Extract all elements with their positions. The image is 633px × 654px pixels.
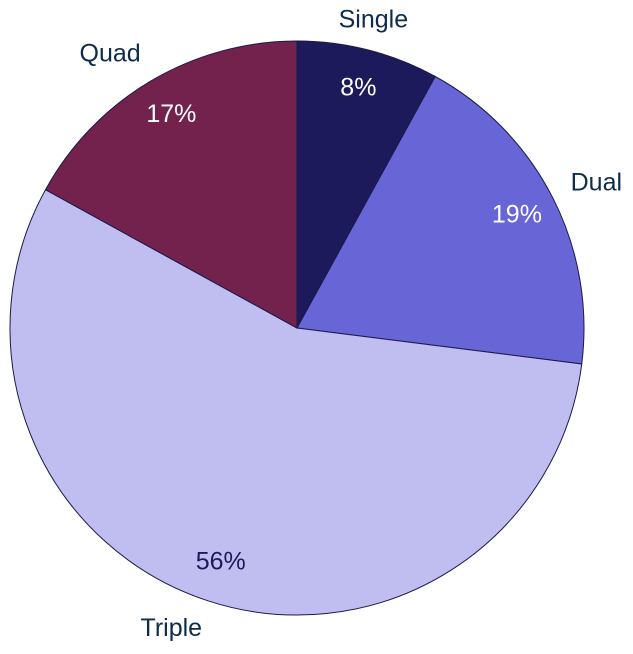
category-label: Triple bbox=[141, 614, 203, 642]
pie-slice bbox=[9, 189, 583, 616]
pie-slice bbox=[296, 40, 436, 329]
data-label: 56% bbox=[196, 547, 246, 575]
pie-slice bbox=[44, 40, 298, 329]
category-label: Single bbox=[339, 5, 409, 33]
data-label: 17% bbox=[146, 100, 196, 128]
pie-slice bbox=[296, 75, 585, 365]
category-label: Quad bbox=[80, 40, 141, 68]
data-label: 19% bbox=[492, 201, 542, 229]
data-label: 8% bbox=[340, 74, 376, 102]
category-label: Dual bbox=[571, 169, 622, 197]
